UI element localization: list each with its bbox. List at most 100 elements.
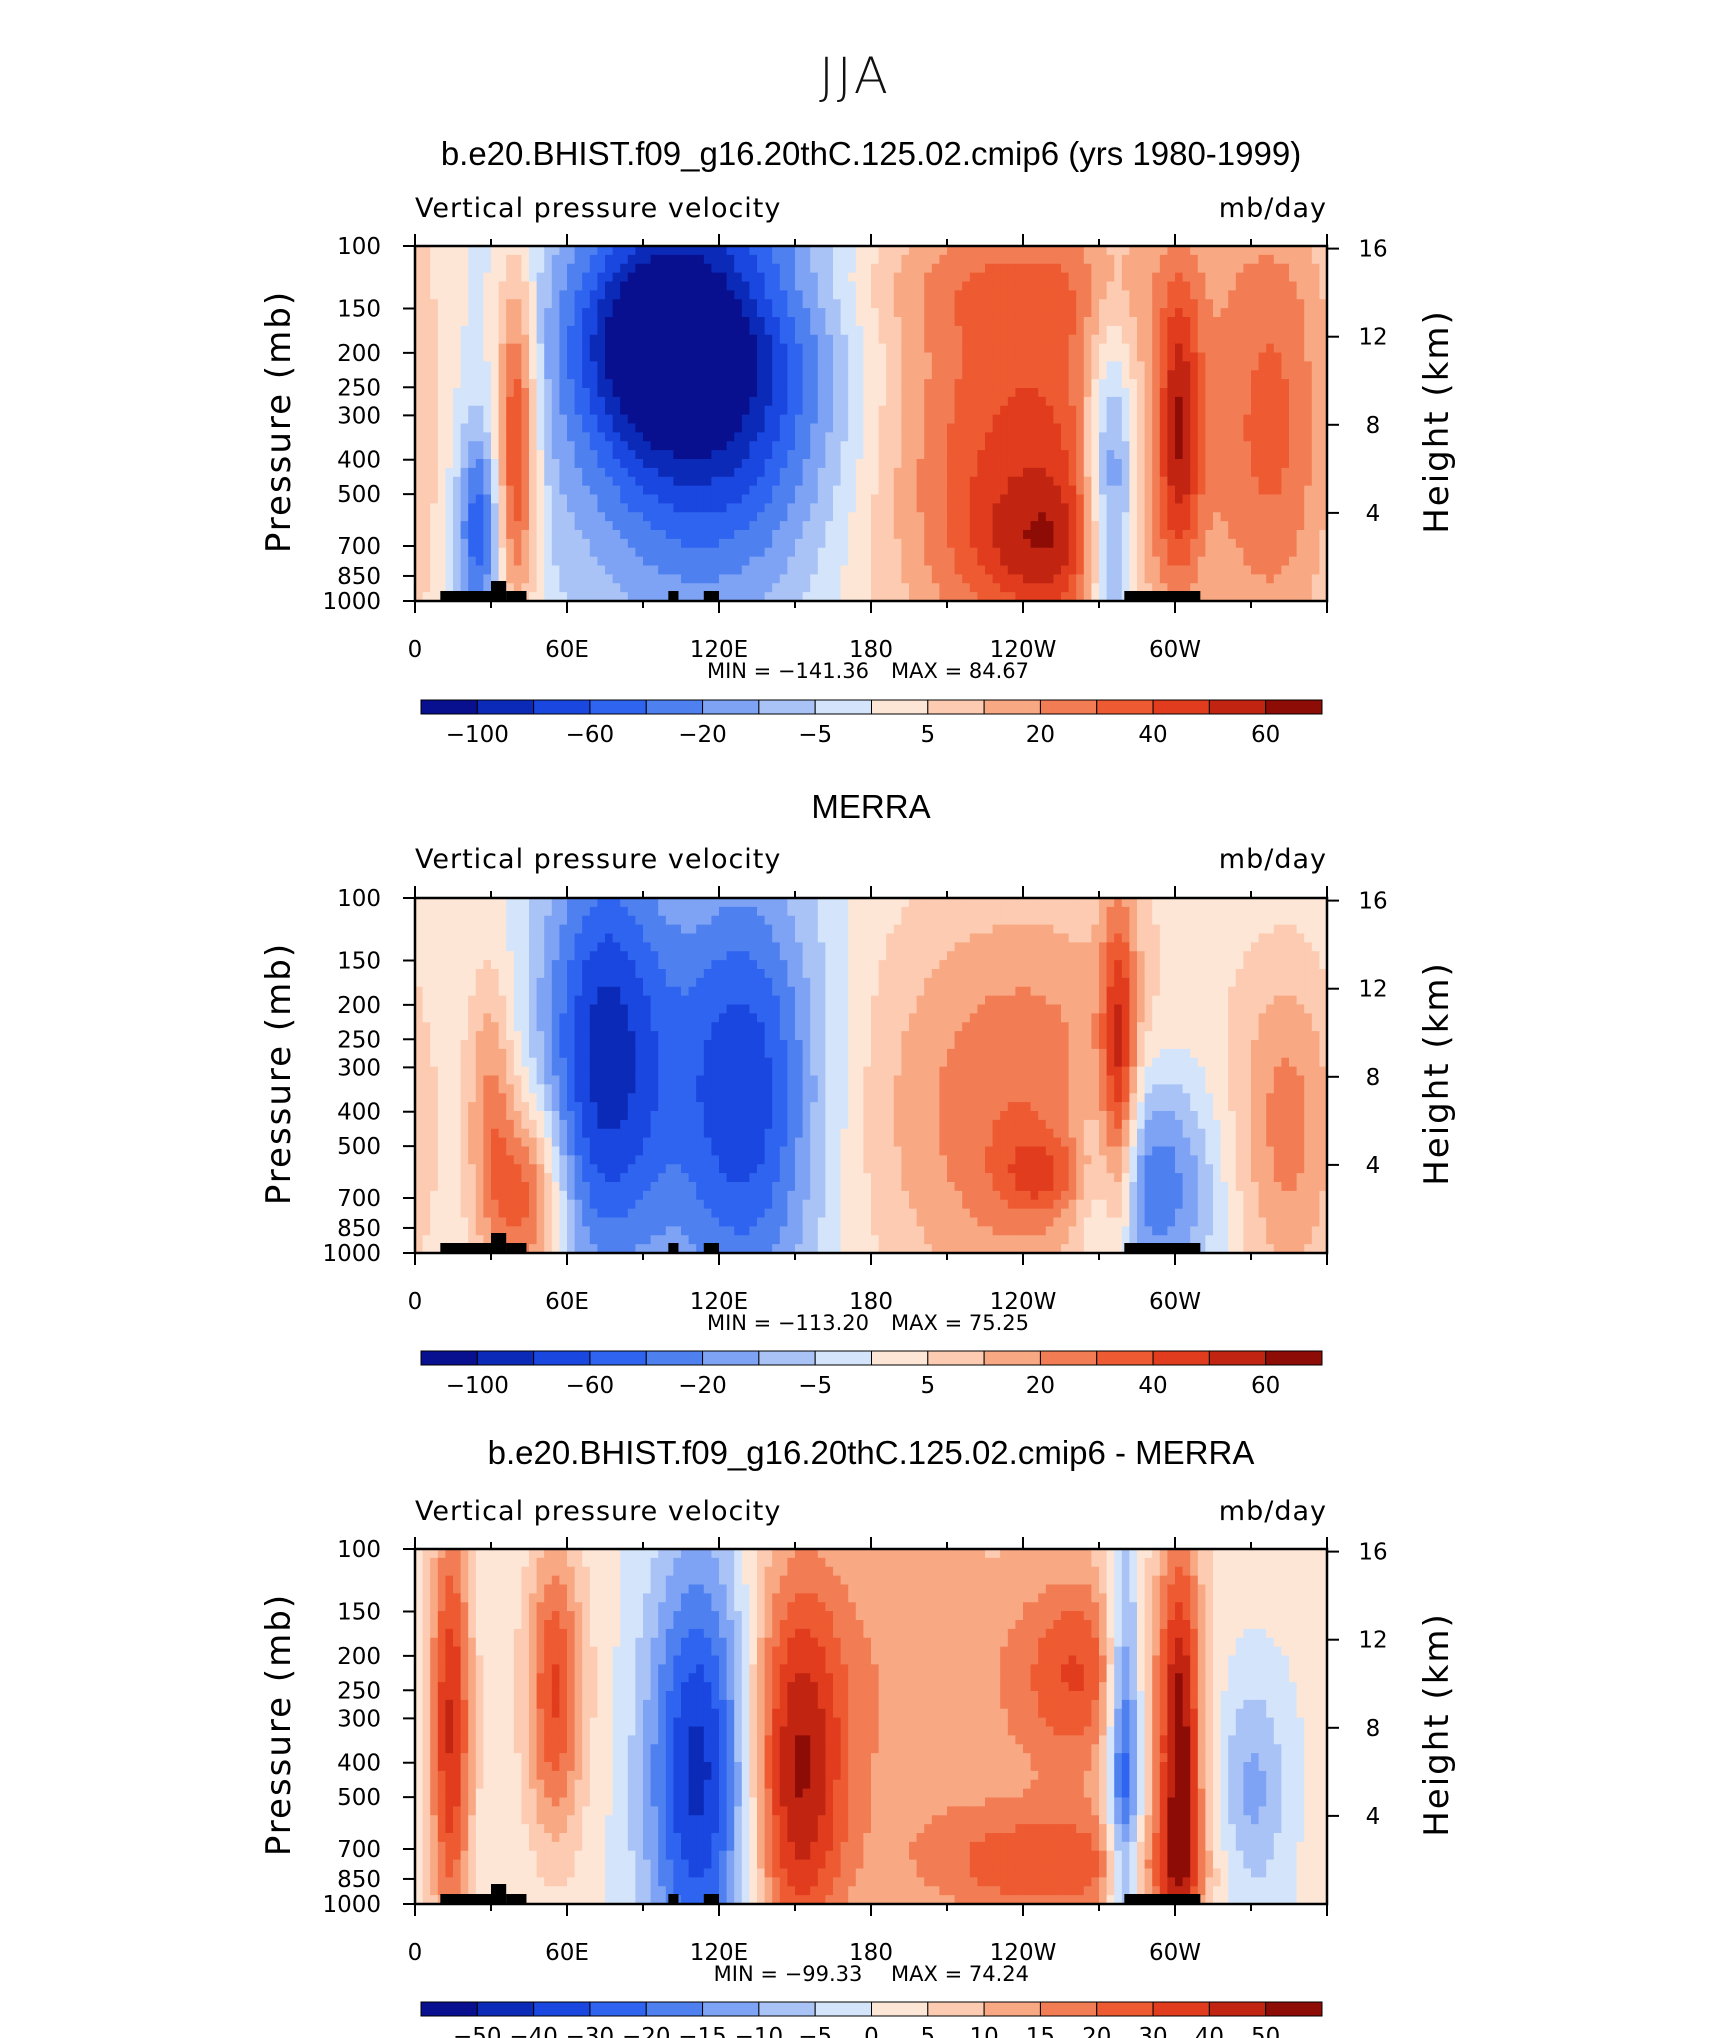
field-cell: [483, 317, 492, 327]
field-cell: [1197, 317, 1206, 327]
field-cell: [1190, 254, 1199, 265]
field-cell: [582, 272, 591, 283]
field-cell: [1137, 325, 1146, 336]
field-cell: [1182, 343, 1191, 354]
field-cell: [726, 379, 735, 389]
field-cell: [703, 379, 712, 389]
field-cell: [605, 414, 614, 425]
field-cell: [1175, 308, 1184, 318]
field-cell: [589, 521, 598, 531]
field-cell: [924, 441, 933, 451]
field-cell: [1311, 325, 1320, 336]
field-cell: [802, 441, 811, 451]
field-cell: [817, 530, 826, 540]
field-cell: [1319, 538, 1327, 549]
field-cell: [635, 361, 644, 371]
field-cell: [893, 512, 902, 522]
field-cell: [1175, 538, 1184, 549]
field-cell: [1266, 272, 1275, 283]
field-cell: [1258, 530, 1267, 540]
field-cell: [802, 574, 811, 584]
field-cell: [696, 246, 705, 256]
field-cell: [612, 325, 621, 336]
field-cell: [1311, 272, 1320, 283]
field-cell: [1258, 263, 1267, 274]
field-cell: [833, 503, 842, 513]
field-cell: [871, 343, 880, 354]
field-cell: [1152, 281, 1161, 291]
field-cell: [665, 432, 674, 442]
field-cell: [422, 361, 431, 371]
field-cell: [1099, 290, 1108, 300]
field-cell: [506, 521, 515, 531]
field-cell: [1289, 521, 1298, 531]
field-cell: [802, 388, 811, 398]
field-cell: [1007, 574, 1016, 584]
field-cell: [1235, 254, 1244, 265]
field-cell: [468, 352, 477, 362]
field-cell: [536, 476, 545, 487]
field-cell: [833, 547, 842, 558]
field-cell: [1296, 450, 1305, 460]
field-cell: [635, 503, 644, 513]
field-cell: [909, 459, 918, 469]
field-cell: [1251, 547, 1260, 558]
field-cell: [1015, 361, 1024, 371]
field-cell: [437, 521, 446, 531]
field-cell: [445, 263, 454, 274]
field-cell: [635, 574, 644, 584]
field-cell: [475, 556, 484, 567]
field-cell: [802, 512, 811, 522]
field-cell: [1197, 592, 1206, 601]
field-cell: [681, 334, 690, 345]
field-cell: [688, 494, 697, 504]
field-cell: [1289, 396, 1298, 407]
field-cell: [1273, 370, 1282, 380]
field-cell: [1182, 423, 1191, 433]
field-cell: [711, 405, 720, 416]
field-cell: [635, 592, 644, 601]
field-cell: [597, 290, 606, 300]
field-cell: [453, 246, 462, 256]
field-cell: [422, 396, 431, 407]
field-cell: [1038, 503, 1047, 513]
field-cell: [703, 299, 712, 309]
field-cell: [468, 370, 477, 380]
field-cell: [893, 308, 902, 318]
field-cell: [1228, 379, 1237, 389]
field-cell: [643, 565, 652, 575]
field-cell: [475, 565, 484, 575]
field-cell: [673, 494, 682, 504]
field-cell: [734, 263, 743, 274]
field-cell: [1038, 325, 1047, 336]
field-cell: [734, 441, 743, 451]
field-cell: [696, 423, 705, 433]
field-cell: [726, 254, 735, 265]
field-cell: [544, 512, 553, 522]
field-cell: [1114, 246, 1123, 256]
field-cell: [833, 423, 842, 433]
field-cell: [901, 441, 910, 451]
field-cell: [726, 898, 735, 908]
field-cell: [422, 308, 431, 318]
field-cell: [1061, 263, 1070, 274]
field-cell: [893, 521, 902, 531]
field-cell: [734, 565, 743, 575]
field-cell: [665, 494, 674, 504]
field-cell: [992, 898, 1001, 908]
field-cell: [840, 467, 849, 478]
field-cell: [992, 334, 1001, 345]
field-cell: [681, 272, 690, 283]
field-cell: [643, 263, 652, 274]
field-cell: [635, 388, 644, 398]
field-cell: [460, 361, 469, 371]
field-cell: [1190, 396, 1199, 407]
field-cell: [749, 530, 758, 540]
field-cell: [506, 317, 515, 327]
field-cell: [521, 290, 530, 300]
field-cell: [498, 476, 507, 487]
field-cell: [1197, 583, 1206, 593]
field-cell: [886, 503, 895, 513]
field-cell: [886, 450, 895, 460]
field-cell: [1266, 308, 1275, 318]
